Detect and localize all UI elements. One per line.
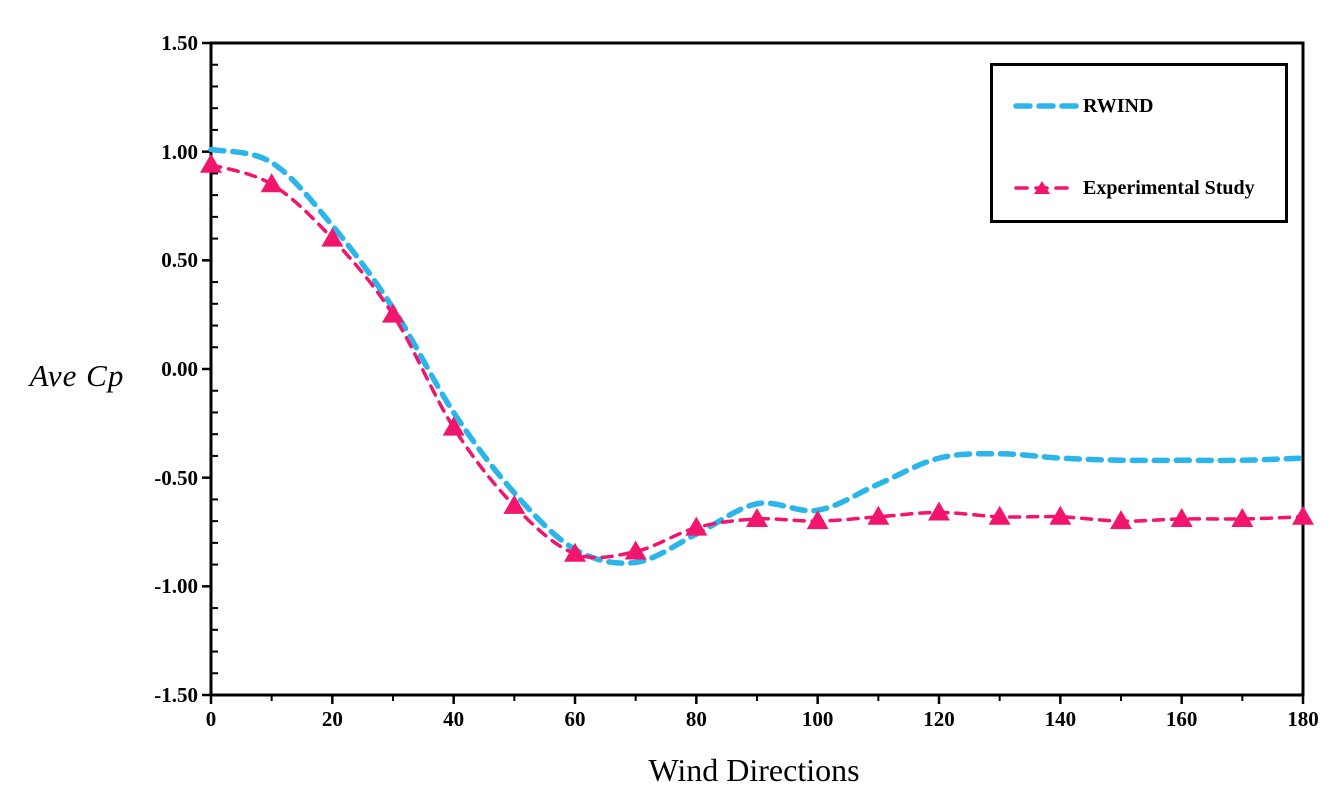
experimental-study-line-sample — [1014, 181, 1070, 194]
experimental-study-marker — [1110, 510, 1132, 530]
y-tick-label: 0.00 — [161, 357, 198, 381]
legend-label-rwind: RWIND — [1083, 94, 1154, 117]
experimental-study-marker — [321, 227, 344, 247]
x-tick-label: 140 — [1044, 707, 1077, 731]
experimental-study-curve — [209, 162, 1305, 560]
rwind-line-sample — [1013, 103, 1079, 109]
experimental-study-marker — [928, 501, 950, 521]
experimental-study-marker — [1049, 505, 1072, 525]
y-tick-label: 1.00 — [161, 139, 198, 164]
experimental-study-marker — [746, 507, 768, 527]
legend-label-experimental-study: Experimental Study — [1083, 176, 1255, 199]
experimental-study-marker — [1292, 505, 1314, 525]
x-tick-label: 180 — [1287, 707, 1319, 731]
y-tick-label: 0.50 — [161, 248, 198, 273]
experimental-study-marker — [382, 303, 404, 323]
y-tick-label: -1.00 — [154, 574, 198, 599]
y-tick-label: -1.50 — [154, 683, 198, 707]
rwind-curve — [208, 146, 1306, 566]
x-tick-label: 80 — [685, 707, 707, 731]
experimental-study-marker — [1170, 507, 1193, 527]
experimental-study-marker — [624, 540, 647, 560]
experimental-study-marker — [685, 516, 708, 536]
x-tick-label: 20 — [321, 707, 343, 731]
y-axis-title: Ave Cp — [29, 358, 125, 393]
y-tick-label: 1.50 — [161, 31, 198, 55]
experimental-study-marker — [564, 542, 586, 562]
experimental-study-marker — [806, 510, 829, 530]
experimental-study-marker — [442, 416, 465, 436]
x-axis-title: Wind Directions — [648, 752, 860, 788]
x-tick-label: 100 — [801, 707, 834, 731]
experimental-study-marker — [1231, 507, 1254, 527]
x-tick-label: 160 — [1165, 707, 1198, 731]
legend: RWIND Experimental Study — [990, 63, 1288, 223]
experimental-study-marker — [260, 173, 283, 193]
legend-item-rwind: RWIND — [1013, 92, 1153, 120]
experimental-study-marker — [867, 505, 890, 525]
x-tick-label: 0 — [205, 707, 217, 731]
y-tick-label: -0.50 — [154, 465, 198, 490]
legend-item-experimental-study: Experimental Study — [1013, 174, 1255, 202]
x-tick-label: 60 — [564, 707, 586, 731]
x-tick-label: 120 — [923, 707, 955, 731]
experimental-study-marker — [988, 505, 1011, 525]
experimental-study-marker — [503, 494, 526, 514]
x-tick-label: 40 — [443, 707, 465, 731]
experimental-study-marker — [200, 153, 222, 173]
